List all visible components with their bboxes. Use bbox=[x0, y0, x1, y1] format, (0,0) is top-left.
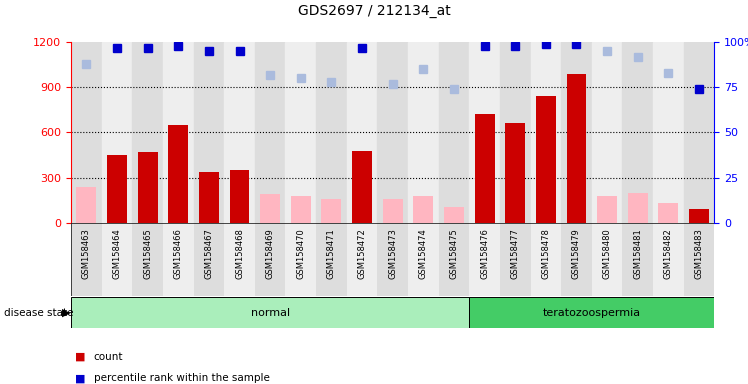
Bar bbox=[622, 223, 653, 296]
Bar bbox=[255, 223, 286, 296]
Bar bbox=[438, 223, 469, 296]
Text: GSM158480: GSM158480 bbox=[603, 228, 612, 279]
Bar bbox=[530, 223, 561, 296]
Bar bbox=[536, 96, 556, 223]
Text: GSM158463: GSM158463 bbox=[82, 228, 91, 280]
Bar bbox=[505, 124, 525, 223]
Bar bbox=[653, 223, 684, 296]
Bar bbox=[71, 223, 102, 296]
Bar bbox=[316, 42, 347, 223]
Bar bbox=[438, 42, 469, 223]
Bar bbox=[378, 42, 408, 223]
Text: normal: normal bbox=[251, 308, 289, 318]
Bar bbox=[132, 42, 163, 223]
Bar bbox=[224, 223, 255, 296]
Bar bbox=[622, 42, 653, 223]
Bar bbox=[102, 223, 132, 296]
Bar bbox=[316, 223, 347, 296]
Bar bbox=[286, 223, 316, 296]
Bar bbox=[561, 42, 592, 223]
Text: GSM158478: GSM158478 bbox=[542, 228, 551, 280]
Bar bbox=[500, 223, 530, 296]
Text: GSM158477: GSM158477 bbox=[511, 228, 520, 280]
Text: GSM158467: GSM158467 bbox=[204, 228, 213, 280]
Bar bbox=[500, 42, 530, 223]
Bar bbox=[168, 125, 188, 223]
Bar bbox=[347, 42, 378, 223]
Text: count: count bbox=[94, 352, 123, 362]
Bar bbox=[230, 170, 250, 223]
Bar bbox=[76, 187, 96, 223]
Bar bbox=[224, 42, 255, 223]
Bar bbox=[592, 223, 622, 296]
Bar bbox=[378, 223, 408, 296]
Text: GSM158475: GSM158475 bbox=[450, 228, 459, 279]
Text: GSM158470: GSM158470 bbox=[296, 228, 305, 279]
Text: percentile rank within the sample: percentile rank within the sample bbox=[94, 373, 269, 383]
Bar bbox=[352, 151, 372, 223]
Bar bbox=[347, 223, 378, 296]
Bar bbox=[592, 42, 622, 223]
Text: teratozoospermia: teratozoospermia bbox=[543, 308, 641, 318]
Text: GSM158466: GSM158466 bbox=[174, 228, 183, 280]
Bar bbox=[414, 196, 433, 223]
Bar bbox=[383, 199, 402, 223]
Bar bbox=[597, 196, 617, 223]
Text: disease state: disease state bbox=[4, 308, 73, 318]
Bar bbox=[260, 194, 280, 223]
Bar bbox=[194, 223, 224, 296]
Bar bbox=[475, 114, 494, 223]
Text: GSM158472: GSM158472 bbox=[358, 228, 367, 279]
Bar bbox=[199, 172, 219, 223]
Bar bbox=[469, 223, 500, 296]
Text: GSM158465: GSM158465 bbox=[143, 228, 152, 279]
Bar bbox=[194, 42, 224, 223]
Bar bbox=[628, 193, 648, 223]
Bar bbox=[322, 199, 341, 223]
Bar bbox=[561, 223, 592, 296]
Text: GSM158464: GSM158464 bbox=[112, 228, 121, 279]
Bar bbox=[255, 42, 286, 223]
Bar bbox=[71, 297, 469, 328]
Bar bbox=[291, 196, 310, 223]
Bar bbox=[408, 42, 438, 223]
Bar bbox=[658, 203, 678, 223]
Text: GDS2697 / 212134_at: GDS2697 / 212134_at bbox=[298, 4, 450, 18]
Bar bbox=[138, 152, 158, 223]
Bar bbox=[286, 42, 316, 223]
Bar bbox=[653, 42, 684, 223]
Bar bbox=[689, 209, 709, 223]
Bar bbox=[163, 42, 194, 223]
Bar bbox=[408, 223, 438, 296]
Bar bbox=[107, 155, 127, 223]
Text: GSM158479: GSM158479 bbox=[572, 228, 581, 279]
Text: ■: ■ bbox=[75, 352, 85, 362]
Bar bbox=[566, 74, 586, 223]
Text: GSM158469: GSM158469 bbox=[266, 228, 275, 279]
Bar bbox=[163, 223, 194, 296]
Bar bbox=[132, 223, 163, 296]
Text: GSM158481: GSM158481 bbox=[634, 228, 643, 279]
Bar bbox=[469, 297, 714, 328]
Text: GSM158482: GSM158482 bbox=[664, 228, 673, 279]
Text: GSM158468: GSM158468 bbox=[235, 228, 244, 280]
Bar bbox=[71, 42, 102, 223]
Text: GSM158474: GSM158474 bbox=[419, 228, 428, 279]
Text: GSM158483: GSM158483 bbox=[695, 228, 704, 280]
Bar bbox=[530, 42, 561, 223]
Text: GSM158471: GSM158471 bbox=[327, 228, 336, 279]
Bar bbox=[444, 207, 464, 223]
Text: GSM158476: GSM158476 bbox=[480, 228, 489, 280]
Text: GSM158473: GSM158473 bbox=[388, 228, 397, 280]
Text: ■: ■ bbox=[75, 373, 85, 383]
Text: ▶: ▶ bbox=[62, 308, 70, 318]
Bar bbox=[684, 223, 714, 296]
Bar bbox=[684, 42, 714, 223]
Bar bbox=[469, 42, 500, 223]
Bar bbox=[102, 42, 132, 223]
